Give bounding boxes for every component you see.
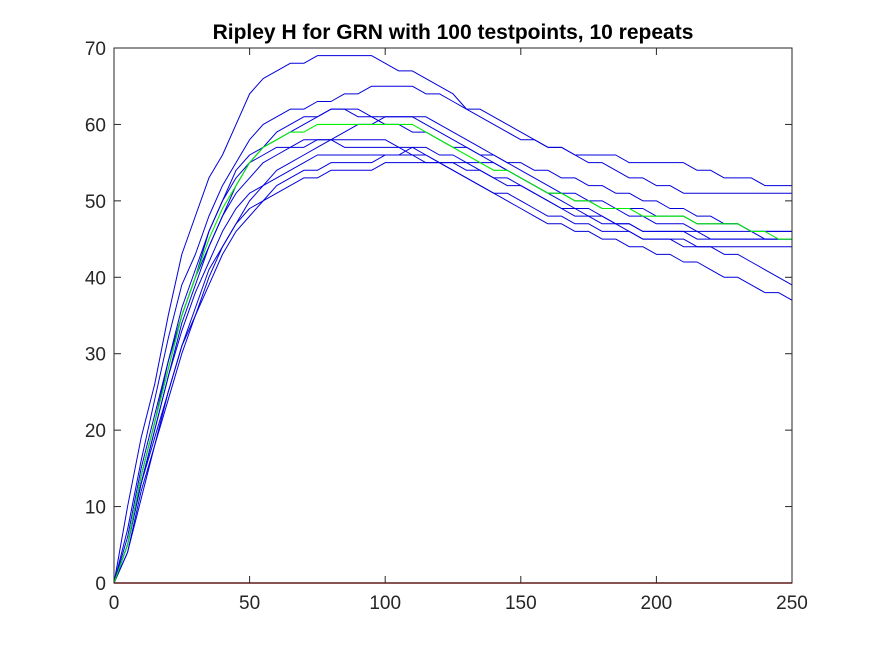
y-tick-label: 60 [85, 115, 106, 136]
repeat-series-line-10 [113, 162, 792, 584]
repeat-series-line-9 [113, 139, 793, 584]
x-tick-label: 100 [369, 593, 401, 614]
y-tick-label: 10 [85, 498, 106, 519]
y-tick-label: 50 [85, 192, 106, 213]
x-tick-label: 200 [641, 593, 673, 614]
x-tick-label: 250 [776, 593, 808, 614]
y-tick-label: 20 [85, 421, 106, 442]
x-tick-label: 50 [239, 593, 260, 614]
y-tick-label: 70 [85, 39, 106, 60]
y-tick-label: 0 [95, 574, 106, 595]
axes-box [113, 47, 793, 584]
y-tick-label: 40 [85, 268, 106, 289]
repeat-series-line-7 [113, 146, 792, 584]
repeat-series-line-1 [113, 55, 792, 584]
plot-area [114, 48, 792, 583]
mean-series-line [113, 123, 792, 584]
y-tick-label: 30 [85, 345, 106, 366]
ticks-layer: 0 50 100 150 200 250 0 10 20 30 40 50 60 70 [85, 39, 808, 614]
axes-layer [113, 47, 793, 584]
x-tick-label: 0 [109, 593, 120, 614]
repeat-series-line-2 [113, 85, 792, 584]
x-tick-label: 150 [505, 593, 537, 614]
chart-title: Ripley H for GRN with 100 testpoints, 10… [213, 21, 694, 44]
